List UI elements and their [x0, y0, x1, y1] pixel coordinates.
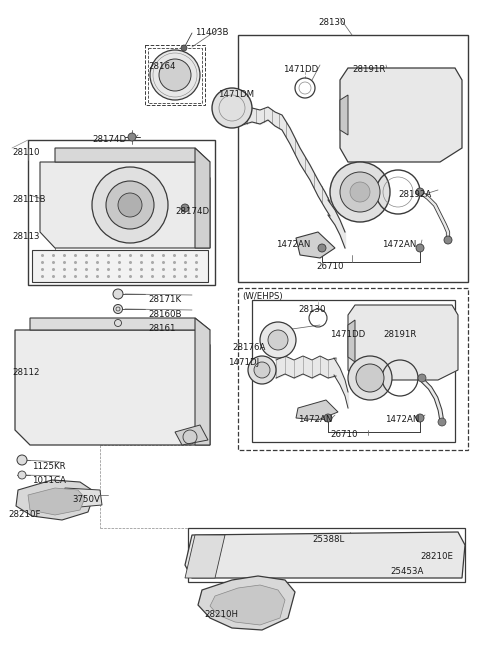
Polygon shape [40, 162, 210, 248]
Text: 28160B: 28160B [148, 310, 181, 319]
Text: 1011CA: 1011CA [32, 476, 66, 485]
Bar [238, 35, 468, 282]
Text: (W/EHPS): (W/EHPS) [242, 292, 283, 301]
Circle shape [92, 167, 168, 243]
Polygon shape [340, 68, 462, 162]
Circle shape [416, 244, 424, 252]
Text: 28111B: 28111B [12, 195, 46, 204]
Polygon shape [15, 330, 210, 445]
Text: 28130: 28130 [298, 305, 325, 314]
Text: 28174D: 28174D [175, 207, 209, 216]
Text: 28191R: 28191R [352, 65, 385, 74]
Text: 28110: 28110 [12, 148, 39, 157]
Circle shape [444, 236, 452, 244]
Circle shape [350, 182, 370, 202]
Polygon shape [175, 425, 208, 445]
Circle shape [181, 204, 189, 212]
Text: 1471DD: 1471DD [330, 330, 365, 339]
Circle shape [340, 172, 380, 212]
Polygon shape [198, 576, 295, 630]
Text: 28161: 28161 [148, 324, 176, 333]
Bar [28, 140, 215, 285]
Text: 28210F: 28210F [8, 510, 40, 519]
Text: 1472AN: 1472AN [382, 240, 416, 249]
Polygon shape [210, 585, 285, 625]
Circle shape [416, 188, 424, 196]
Polygon shape [195, 148, 210, 248]
Text: 28191R: 28191R [383, 330, 416, 339]
Text: 28210H: 28210H [204, 610, 238, 619]
Circle shape [212, 88, 252, 128]
Text: 26710: 26710 [330, 430, 358, 439]
Text: 1472AN: 1472AN [276, 240, 311, 249]
Text: 28130: 28130 [318, 18, 346, 27]
Polygon shape [185, 532, 465, 578]
Text: 28192A: 28192A [398, 190, 431, 199]
Text: 25453A: 25453A [390, 567, 423, 576]
Bar [252, 300, 455, 442]
Polygon shape [348, 320, 355, 362]
Circle shape [416, 414, 424, 422]
Circle shape [260, 322, 296, 358]
Circle shape [181, 45, 187, 51]
Circle shape [248, 356, 276, 384]
Circle shape [268, 330, 288, 350]
Polygon shape [348, 305, 458, 380]
Circle shape [118, 193, 142, 217]
Circle shape [159, 59, 191, 91]
Text: 25388L: 25388L [312, 535, 344, 544]
Polygon shape [28, 488, 85, 515]
Text: 26710: 26710 [316, 262, 344, 271]
Text: 1471DJ: 1471DJ [228, 358, 259, 367]
Circle shape [438, 418, 446, 426]
Bar [188, 528, 465, 582]
Circle shape [113, 289, 123, 299]
Text: 1472AN: 1472AN [298, 415, 332, 424]
Circle shape [418, 374, 426, 382]
Polygon shape [185, 535, 225, 578]
Polygon shape [62, 488, 102, 508]
Text: 28164: 28164 [148, 62, 176, 71]
Circle shape [318, 244, 326, 252]
Polygon shape [195, 318, 210, 445]
Text: 11403B: 11403B [195, 28, 228, 37]
Text: 28176A: 28176A [232, 343, 265, 352]
Text: 3750V: 3750V [72, 495, 100, 504]
Polygon shape [296, 400, 338, 420]
Text: 1471DM: 1471DM [218, 90, 254, 99]
Text: 1125KR: 1125KR [32, 462, 66, 471]
Polygon shape [32, 250, 208, 282]
Circle shape [324, 414, 332, 422]
Bar [238, 288, 468, 450]
Text: 28171K: 28171K [148, 295, 181, 304]
Circle shape [348, 356, 392, 400]
Polygon shape [340, 95, 348, 135]
Text: 28210E: 28210E [420, 552, 453, 561]
Circle shape [17, 455, 27, 465]
Text: 28113: 28113 [12, 232, 39, 241]
Bar [145, 45, 205, 105]
Circle shape [330, 162, 390, 222]
Circle shape [356, 364, 384, 392]
Circle shape [150, 50, 200, 100]
Polygon shape [16, 480, 95, 520]
Polygon shape [55, 148, 210, 162]
Text: 1471DD: 1471DD [283, 65, 318, 74]
Text: 28174D: 28174D [92, 135, 126, 144]
Text: 28112: 28112 [12, 368, 39, 377]
Text: 1472AN: 1472AN [385, 415, 420, 424]
Circle shape [106, 181, 154, 229]
Circle shape [128, 133, 136, 141]
Circle shape [113, 305, 122, 314]
Polygon shape [30, 318, 210, 330]
Circle shape [115, 320, 121, 326]
Circle shape [254, 362, 270, 378]
Circle shape [18, 471, 26, 479]
Polygon shape [296, 232, 335, 258]
